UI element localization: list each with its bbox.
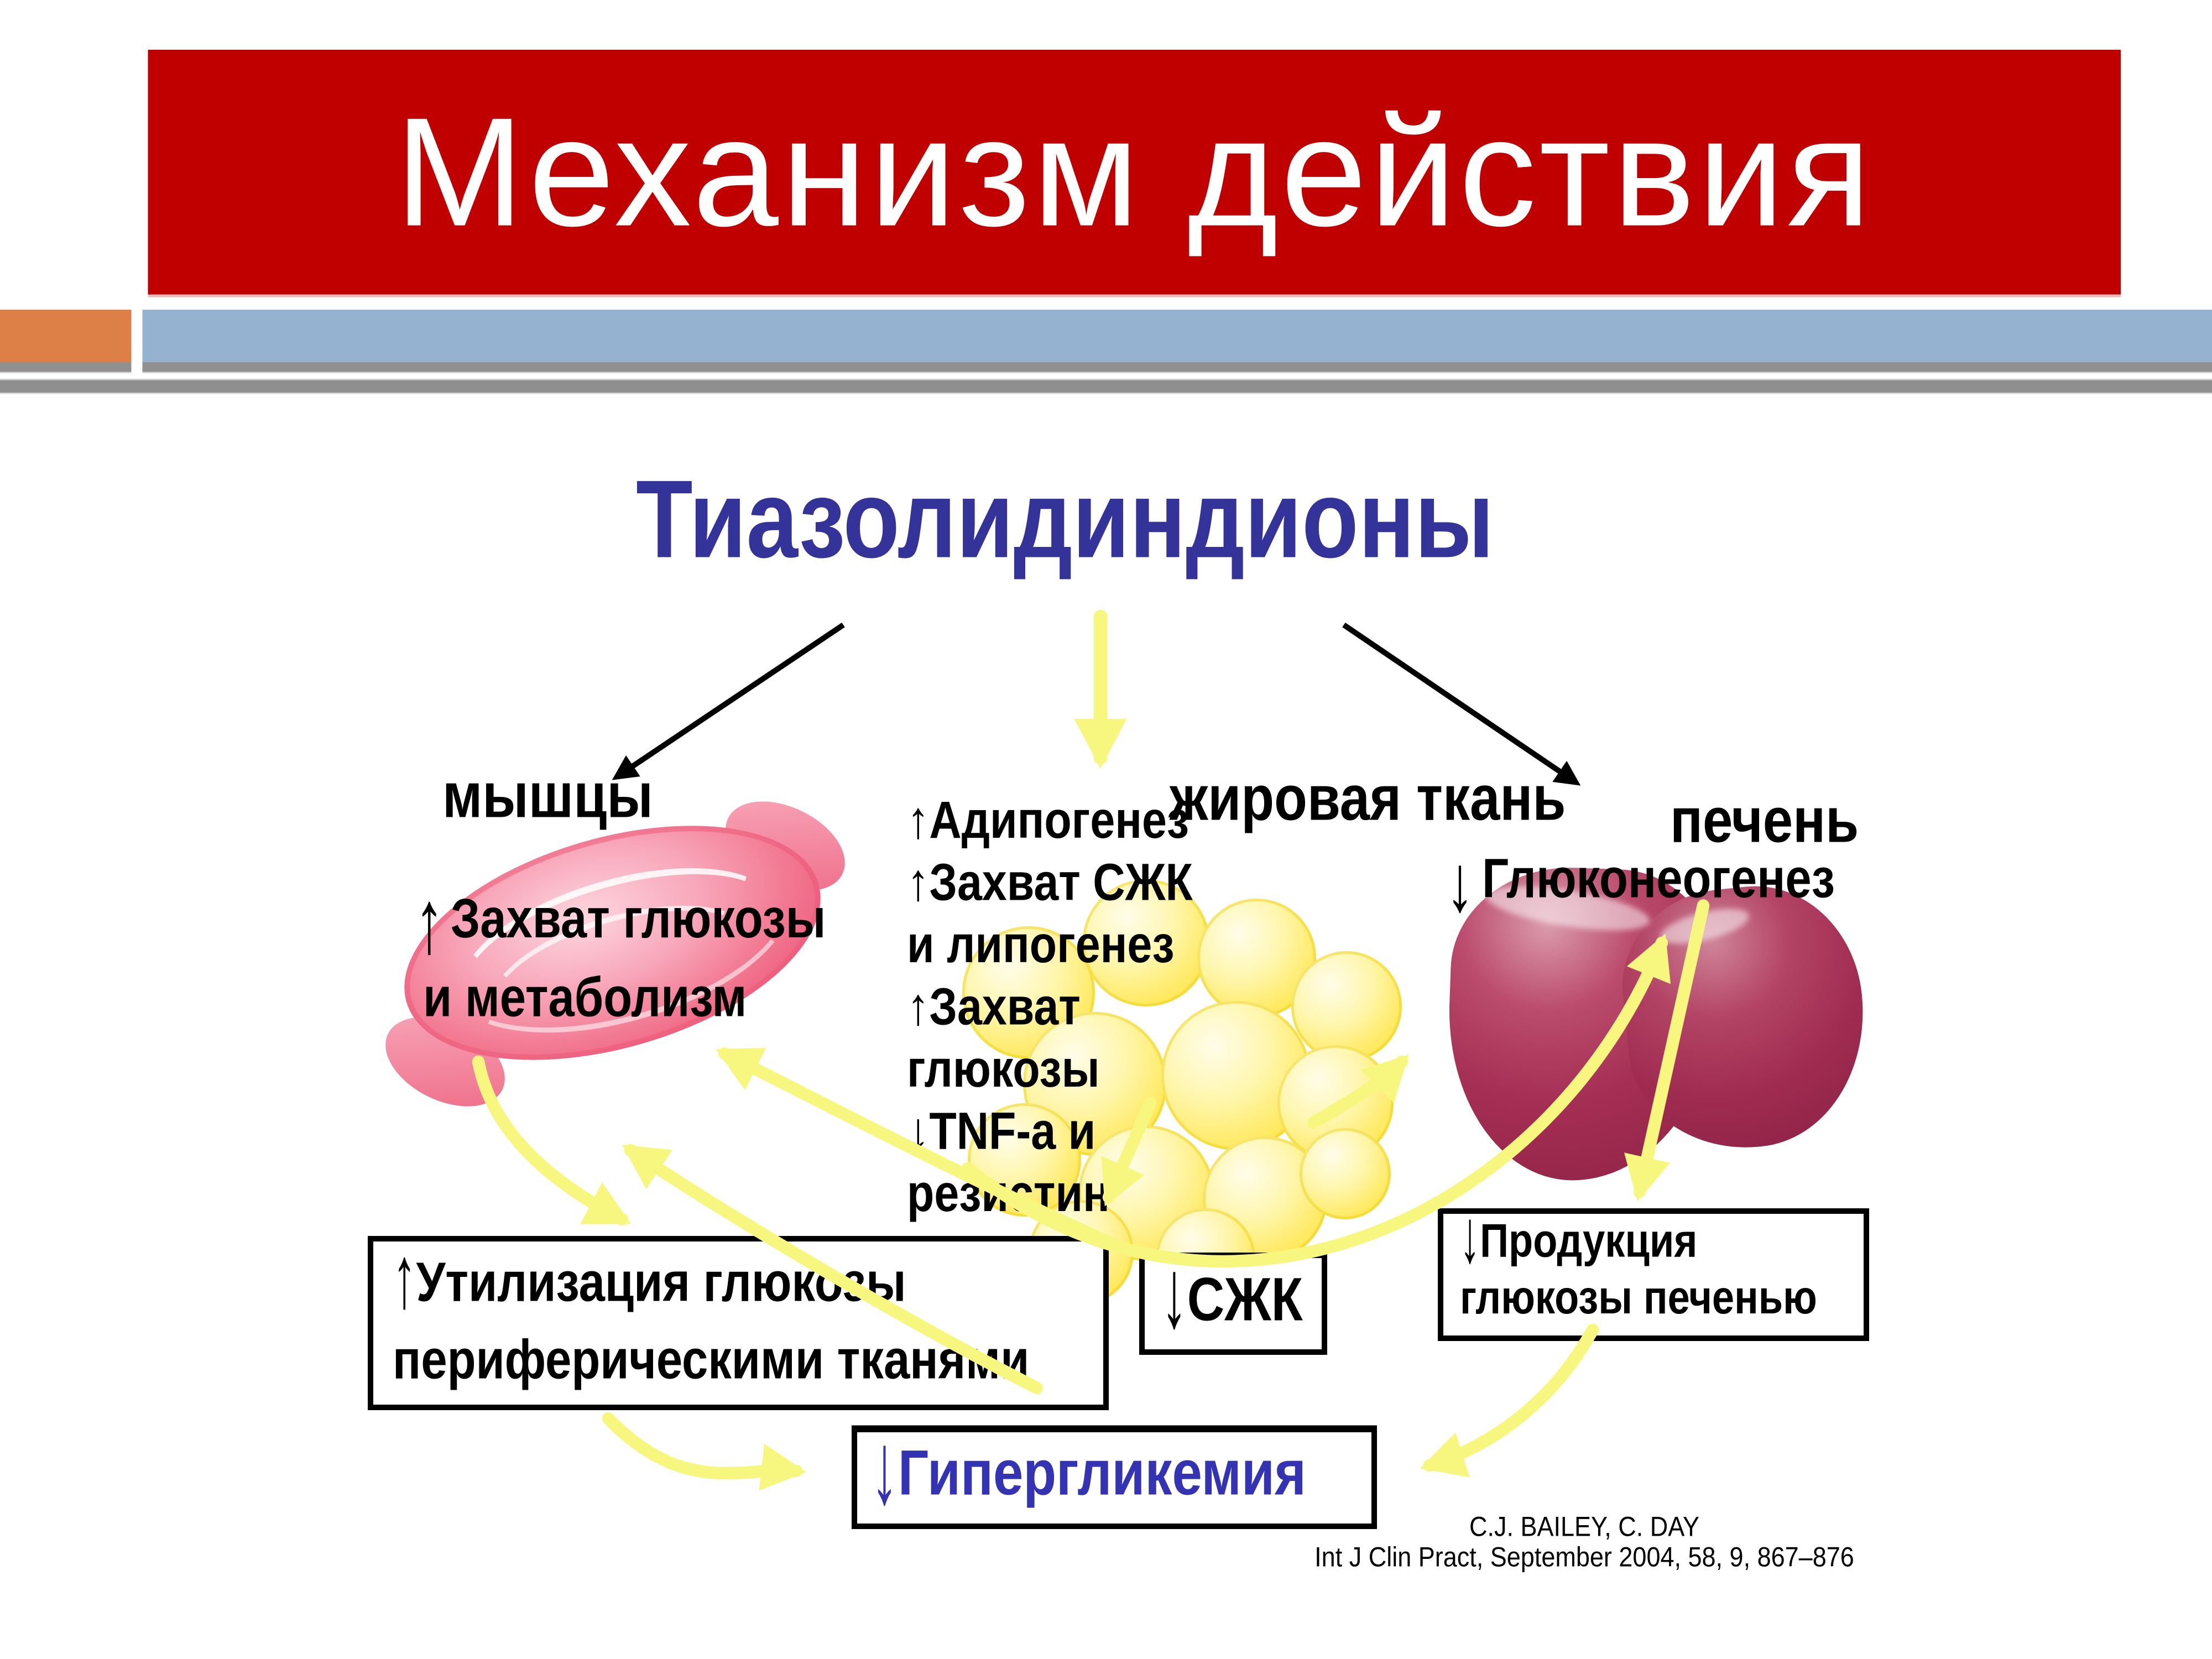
hepatic-line2: глюкозы печенью (1460, 1272, 1817, 1324)
down-arrow-glyph: ↓ (1161, 1240, 1187, 1349)
muscle-effect-line1: Захват глюкозы (451, 889, 826, 950)
arrow-title-to-liver (1342, 622, 1581, 786)
adipose-effect: глюкозы (907, 1041, 1100, 1099)
hyperglycemia-label: ↓Гипергликемия (871, 1410, 1306, 1525)
adipose-label: жировая ткань (1170, 761, 1566, 834)
fat-cell (1291, 951, 1402, 1062)
liver-effect: Глюконеогенез (1482, 849, 1835, 910)
diagram-title: Тиазолидиндионы (636, 457, 1494, 581)
utilization-line1: ↑Утилизация глюкозы (393, 1230, 997, 1327)
down-arrow-glyph: ↓ (1446, 841, 1474, 929)
muscle-label: мышцы (442, 759, 653, 831)
adipose-effect: и липогенез (907, 916, 1175, 975)
arrow-hepatic-to-hyperglycemia (1420, 1323, 1599, 1478)
arrow-utilization-to-hyperglycemia (602, 1412, 806, 1491)
fat-cell (1300, 1128, 1391, 1219)
citation-authors: C.J. BAILEY, C. DAY (1469, 1512, 1699, 1543)
muscle-effect-line2: и метаболизм (423, 968, 747, 1029)
arrow-title-to-muscle (612, 622, 845, 780)
adipose-effect: резистин (907, 1165, 1110, 1224)
ffa-box: ↓СЖК (1139, 1240, 1327, 1355)
adipose-effect: ↓TNF-a и (907, 1103, 1096, 1161)
hepatic-line1: ↓Продукция (1460, 1196, 1803, 1280)
slide-title: Механизм действия (395, 86, 1874, 259)
muscle-illustration (371, 782, 860, 1125)
adipose-effect: ↑Захват СЖК (907, 854, 1193, 912)
hepatic-glucose-box: ↓Продукция глюкозы печенью (1438, 1196, 1869, 1341)
hyperglycemia-box: ↓Гипергликемия (852, 1410, 1377, 1529)
liver-label: печень (1670, 784, 1859, 856)
accent-bar-orange-shadow (0, 362, 132, 373)
accent-bar-blue (142, 310, 2212, 362)
adipose-effect: ↑Захват (907, 979, 1081, 1037)
accent-bar-orange (0, 310, 132, 362)
divider-bar (0, 379, 2212, 394)
ffa-label: ↓СЖК (1161, 1240, 1303, 1349)
up-arrow-glyph: ↑ (393, 1229, 416, 1327)
accent-bar-blue-shadow (142, 362, 2212, 373)
glucose-utilization-box: ↑Утилизация глюкозы периферическими ткан… (368, 1230, 1109, 1410)
citation-source: Int J Clin Pract, September 2004, 58, 9,… (1314, 1543, 1854, 1573)
adipose-effect: ↑Адипогенез (907, 792, 1190, 851)
utilization-line2: периферическими тканями (393, 1330, 1030, 1391)
slide-title-banner: Механизм действия (148, 50, 2121, 298)
down-arrow-glyph: ↓ (871, 1410, 898, 1525)
up-arrow-glyph: ↑ (415, 871, 444, 972)
citation: C.J. BAILEY, C. DAY Int J Clin Pract, Se… (1211, 1512, 1958, 1573)
